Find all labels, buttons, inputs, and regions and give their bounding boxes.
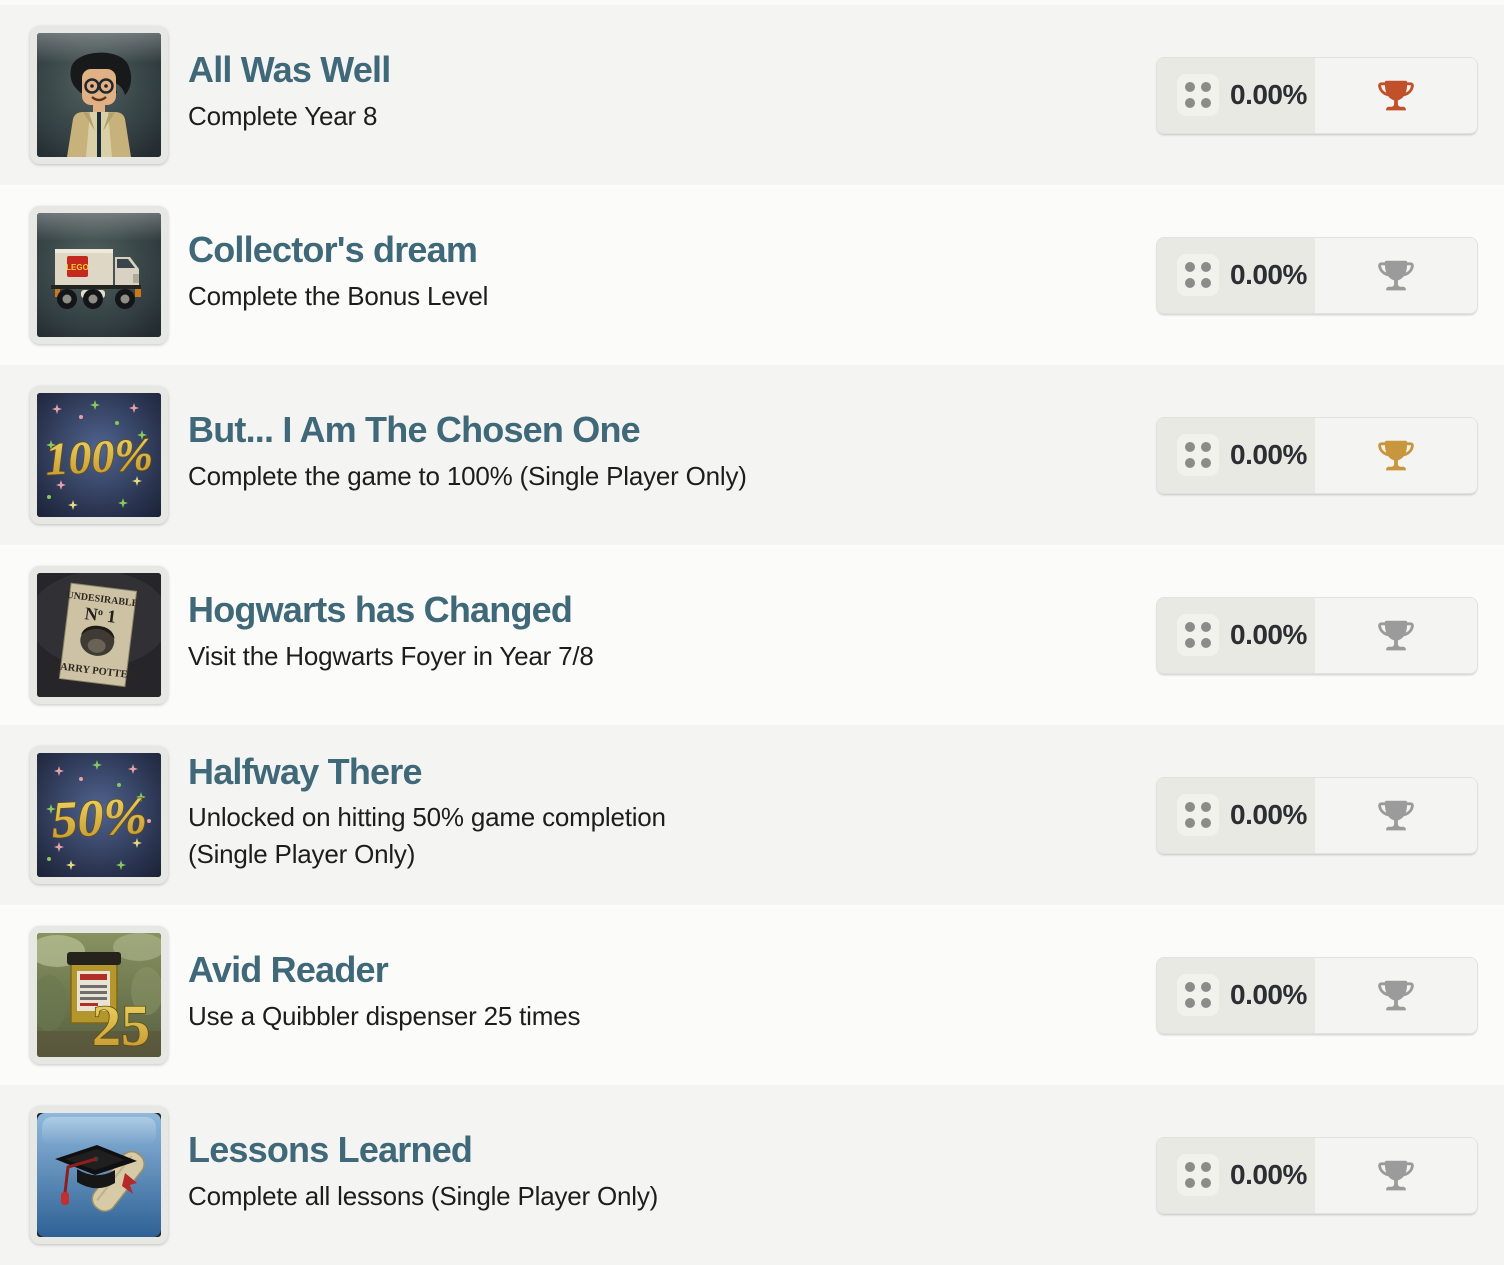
achievement-row[interactable]: But... I Am The Chosen One Complete the … [0, 365, 1504, 545]
earn-rate-badge[interactable]: 0.00% [1157, 957, 1315, 1033]
achievement-description: Complete Year 8 [188, 100, 378, 131]
trophy-icon [1377, 616, 1415, 654]
achievement-title[interactable]: Collector's dream [188, 229, 478, 271]
achievement-title[interactable]: Lessons Learned [188, 1129, 473, 1171]
dots-grid-icon [1177, 434, 1219, 476]
trophy-tier-badge [1315, 417, 1477, 493]
earn-rate-percent: 0.00% [1230, 79, 1307, 110]
achievement-row[interactable]: Avid Reader Use a Quibbler dispenser 25 … [0, 905, 1504, 1085]
lego-truck-icon [30, 206, 168, 344]
achievement-stats: 0.00% [1156, 596, 1478, 674]
earn-rate-percent: 0.00% [1230, 619, 1307, 650]
achievement-text: Collector's dream Complete the Bonus Lev… [188, 229, 488, 320]
achievement-row[interactable]: All Was Well Complete Year 8 0.00% [0, 5, 1504, 185]
achievement-text: But... I Am The Chosen One Complete the … [188, 409, 747, 500]
earn-rate-badge[interactable]: 0.00% [1157, 777, 1315, 853]
achievement-text: Avid Reader Use a Quibbler dispenser 25 … [188, 949, 580, 1040]
trophy-icon [1377, 436, 1415, 474]
achievement-stats: 0.00% [1156, 416, 1478, 494]
achievement-text: Halfway There Unlocked on hitting 50% ga… [188, 751, 666, 879]
achievement-title[interactable]: Hogwarts has Changed [188, 589, 573, 631]
achievement-title[interactable]: All Was Well [188, 49, 391, 91]
achievement-stats: 0.00% [1156, 956, 1478, 1034]
dots-grid-icon [1177, 974, 1219, 1016]
achievement-row[interactable]: Halfway There Unlocked on hitting 50% ga… [0, 725, 1504, 905]
earn-rate-badge[interactable]: 0.00% [1157, 1137, 1315, 1213]
trophy-icon [1377, 256, 1415, 294]
earn-rate-badge[interactable]: 0.00% [1157, 597, 1315, 673]
achievement-title[interactable]: Halfway There [188, 750, 423, 792]
trophy-tier-badge [1315, 1137, 1477, 1213]
earn-rate-percent: 0.00% [1230, 439, 1307, 470]
achievement-text: Hogwarts has Changed Visit the Hogwarts … [188, 589, 594, 680]
dots-grid-icon [1177, 614, 1219, 656]
earn-rate-percent: 0.00% [1230, 799, 1307, 830]
achievement-row[interactable]: Lessons Learned Complete all lessons (Si… [0, 1085, 1504, 1265]
trophy-tier-badge [1315, 597, 1477, 673]
achievement-description: Complete the Bonus Level [188, 280, 489, 311]
earn-rate-percent: 0.00% [1230, 1159, 1307, 1190]
achievement-description: Visit the Hogwarts Foyer in Year 7/8 [188, 640, 594, 671]
achievement-text: Lessons Learned Complete all lessons (Si… [188, 1129, 658, 1220]
achievement-stats: 0.00% [1156, 776, 1478, 854]
dots-grid-icon [1177, 254, 1219, 296]
trophy-tier-badge [1315, 957, 1477, 1033]
trophy-tier-badge [1315, 57, 1477, 133]
achievement-stats: 0.00% [1156, 56, 1478, 134]
graduation-cap-icon [30, 1106, 168, 1244]
earn-rate-percent: 0.00% [1230, 259, 1307, 290]
achievement-stats: 0.00% [1156, 236, 1478, 314]
fifty-percent-icon [30, 746, 168, 884]
dots-grid-icon [1177, 794, 1219, 836]
achievement-row[interactable]: Hogwarts has Changed Visit the Hogwarts … [0, 545, 1504, 725]
achievement-description: Use a Quibbler dispenser 25 times [188, 1000, 581, 1031]
achievement-description: Complete all lessons (Single Player Only… [188, 1180, 659, 1211]
trophy-icon [1377, 1156, 1415, 1194]
trophy-icon [1377, 76, 1415, 114]
earn-rate-badge[interactable]: 0.00% [1157, 417, 1315, 493]
dots-grid-icon [1177, 1154, 1219, 1196]
earn-rate-percent: 0.00% [1230, 979, 1307, 1010]
earn-rate-badge[interactable]: 0.00% [1157, 237, 1315, 313]
hundred-percent-icon [30, 386, 168, 524]
achievement-text: All Was Well Complete Year 8 [188, 49, 391, 140]
dots-grid-icon [1177, 74, 1219, 116]
achievement-description: Unlocked on hitting 50% game completion … [188, 802, 666, 870]
harry-minifig-icon [30, 26, 168, 164]
quibbler-25-icon [30, 926, 168, 1064]
achievement-title[interactable]: Avid Reader [188, 949, 389, 991]
achievement-stats: 0.00% [1156, 1136, 1478, 1214]
trophy-tier-badge [1315, 777, 1477, 853]
trophy-icon [1377, 796, 1415, 834]
earn-rate-badge[interactable]: 0.00% [1157, 57, 1315, 133]
trophy-icon [1377, 976, 1415, 1014]
achievement-row[interactable]: Collector's dream Complete the Bonus Lev… [0, 185, 1504, 365]
achievement-description: Complete the game to 100% (Single Player… [188, 460, 747, 491]
achievement-title[interactable]: But... I Am The Chosen One [188, 409, 641, 451]
wanted-poster-icon [30, 566, 168, 704]
trophy-tier-badge [1315, 237, 1477, 313]
